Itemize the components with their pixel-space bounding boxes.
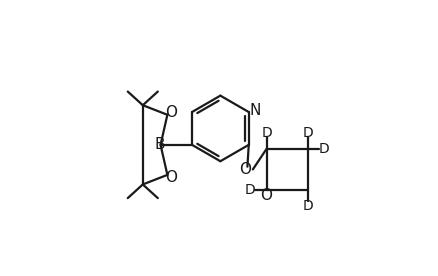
Text: D: D [245, 183, 255, 197]
Text: B: B [155, 137, 165, 152]
Text: D: D [261, 126, 272, 140]
Text: D: D [318, 142, 329, 156]
Text: D: D [302, 199, 313, 213]
Text: D: D [302, 126, 313, 140]
Text: O: O [166, 169, 177, 185]
Text: O: O [166, 105, 177, 120]
Text: O: O [239, 162, 251, 177]
Text: N: N [249, 103, 261, 118]
Text: O: O [260, 189, 272, 203]
